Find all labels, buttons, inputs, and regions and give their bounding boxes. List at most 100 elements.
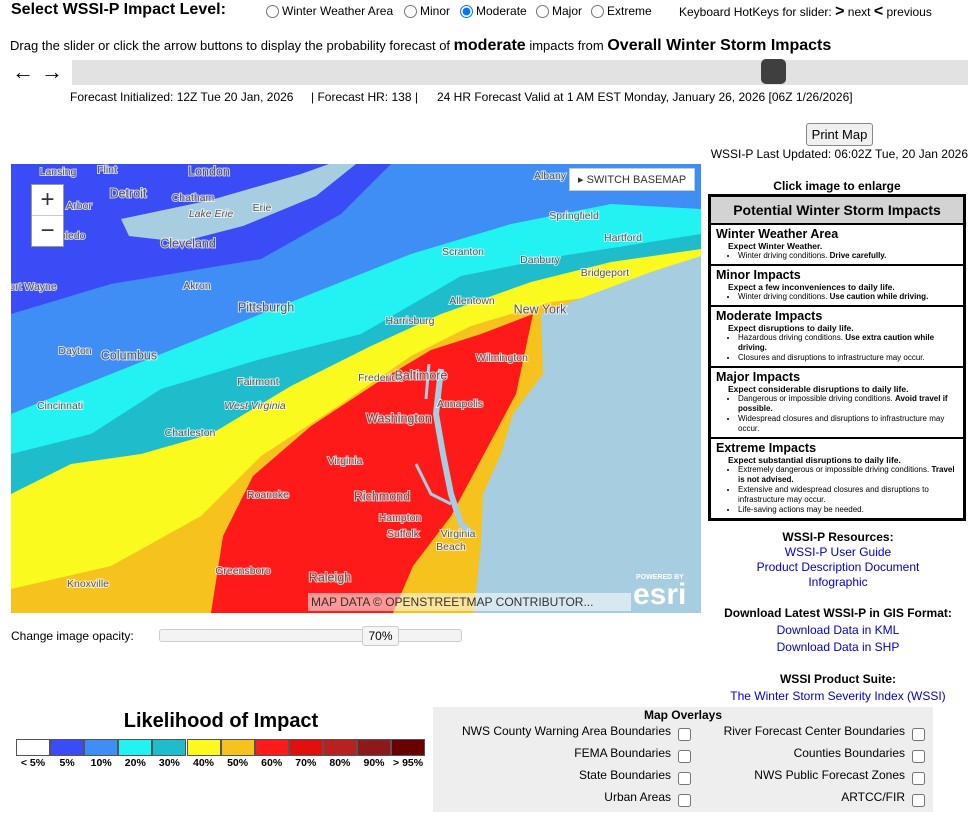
- impact-bullet: Winter driving conditions. Drive careful…: [738, 251, 958, 261]
- overlay-checkbox[interactable]: [678, 750, 691, 763]
- instruction-text: impacts from: [529, 38, 604, 53]
- impact-bullets: Winter driving conditions. Use caution w…: [716, 292, 958, 302]
- gis-link[interactable]: Download Data in SHP: [776, 640, 900, 654]
- map-image[interactable]: Lansing Flint London Detroit Chatham Arbor Lak…: [11, 164, 701, 613]
- impacts-box: Potential Winter Storm Impacts Winter Wea…: [708, 194, 966, 521]
- impact-subtitle: Expect considerable disruptions to daily…: [728, 384, 909, 394]
- arrow-back[interactable]: ←: [12, 59, 34, 84]
- legend-swatch: [16, 739, 50, 756]
- page-title: Select WSSI-P Impact Level:: [11, 1, 226, 18]
- switch-basemap[interactable]: ▸ SWITCH BASEMAP: [569, 168, 696, 191]
- print-button[interactable]: Print Map: [806, 123, 873, 146]
- impact-option[interactable]: Extreme: [591, 4, 652, 18]
- map-label: Detroit: [110, 186, 147, 200]
- map-label: Cleveland: [160, 236, 216, 250]
- impact-option[interactable]: Minor: [404, 4, 450, 18]
- slider-thumb[interactable]: [761, 59, 786, 84]
- overlay-checkbox[interactable]: [678, 794, 691, 807]
- map-label: Chatham: [172, 192, 215, 204]
- zoom-out[interactable]: −: [40, 217, 55, 244]
- impact-radio[interactable]: [591, 4, 604, 18]
- overlay-label: NWS Public Forecast Zones: [754, 768, 905, 782]
- gis-link[interactable]: Download Data in KML: [776, 623, 900, 637]
- bullet-text: Winter driving conditions.: [738, 251, 828, 260]
- legend-label: 5%: [59, 757, 75, 769]
- impact-heading: Major Impacts: [716, 370, 801, 384]
- hotkey: <: [873, 3, 884, 20]
- overlay-checkbox[interactable]: [912, 728, 925, 741]
- impact-section: Extreme Impacts Expect substantial disrup…: [711, 437, 963, 518]
- legend-label: 50%: [227, 757, 249, 769]
- overlay-checkbox[interactable]: [678, 772, 691, 785]
- overlay-checkbox[interactable]: [678, 728, 691, 741]
- map[interactable]: Lansing Flint London Detroit Chatham Arbor Lak…: [11, 164, 701, 613]
- time-slider: [72, 60, 968, 85]
- impact-option[interactable]: Winter Weather Area: [266, 4, 393, 18]
- overlay-label: State Boundaries: [578, 768, 671, 782]
- bullet-text: Extensive and widespread closures and di…: [738, 485, 929, 504]
- legend-label: 40%: [192, 757, 214, 769]
- impact-bullets: Hazardous driving conditions. Use extra …: [716, 333, 958, 363]
- map-label: Washington: [366, 411, 432, 425]
- bay: [432, 368, 475, 537]
- impact-radio[interactable]: [404, 4, 417, 18]
- map-label: Lake Erie: [189, 208, 234, 220]
- arrow-forward[interactable]: →: [41, 59, 63, 84]
- overlays-title: Map Overlays: [643, 708, 723, 722]
- legend-label: 10%: [90, 757, 112, 769]
- bullet-text: Life-saving actions may be needed.: [738, 505, 864, 514]
- legend-label: > 95%: [393, 757, 424, 769]
- opacity-thumb[interactable]: 70%: [362, 626, 399, 646]
- legend-swatch: [186, 739, 221, 756]
- legend-title: Likelihood of Impact: [123, 710, 319, 732]
- logo-powered: POWERED BY: [636, 574, 684, 581]
- overlay-checkbox[interactable]: [912, 750, 925, 763]
- resource-link[interactable]: Infographic: [808, 575, 868, 589]
- bullet-text: Extremely dangerous or impossible drivin…: [738, 465, 930, 474]
- zoom-control: + −: [31, 184, 64, 247]
- map-label: ort Wayne: [11, 281, 57, 293]
- legend-swatch: [322, 739, 357, 756]
- overlay-checkbox[interactable]: [912, 794, 925, 807]
- overlay-label: FEMA Boundaries: [574, 746, 671, 760]
- impact-bullet: Extensive and widespread closures and di…: [738, 485, 958, 505]
- zoom-in[interactable]: +: [32, 185, 63, 216]
- resource-link[interactable]: WSSI-P User Guide: [784, 545, 892, 559]
- impact-option-label: Extreme: [607, 4, 652, 18]
- map-label: Allentown: [449, 295, 495, 307]
- hotkey-text: previous: [886, 5, 932, 19]
- impact-radio[interactable]: [460, 4, 473, 18]
- overlay-checkbox[interactable]: [912, 772, 925, 785]
- suite-link[interactable]: The Winter Storm Severity Index (WSSI): [730, 689, 946, 703]
- map-label: Charleston: [165, 427, 216, 439]
- hotkey: >: [835, 3, 845, 20]
- map-label: Cincinnati: [37, 400, 83, 412]
- attribution: MAP DATA © OPENSTREETMAP CONTRIBUTOR...: [308, 593, 631, 611]
- impact-radio[interactable]: [536, 4, 549, 18]
- click-note: Click image to enlarge: [773, 179, 901, 193]
- overlay-label: Counties Boundaries: [793, 746, 905, 760]
- legend-label: 70%: [295, 757, 317, 769]
- map-label: Lansing: [40, 166, 77, 178]
- map-label: Raleigh: [309, 570, 351, 584]
- impact-heading: Minor Impacts: [716, 268, 801, 282]
- overlay-label: River Forecast Center Boundaries: [723, 724, 905, 738]
- map-label: New York: [514, 302, 568, 316]
- map-label: Pittsburgh: [238, 300, 294, 314]
- resource-link[interactable]: Product Description Document: [756, 560, 920, 574]
- forecast-info: | Forecast HR: 138 |: [311, 90, 418, 104]
- impact-radio[interactable]: [266, 4, 279, 18]
- legend-label: 80%: [329, 757, 351, 769]
- bullet-strong: Use extra caution while driving.: [738, 333, 935, 352]
- map-label: Greensboro: [215, 565, 271, 577]
- map-label: Erie: [253, 202, 272, 214]
- impact-option[interactable]: Moderate: [460, 4, 527, 18]
- map-label: West Virginia: [224, 400, 286, 412]
- instruction-text: Drag the slider or click the arrow butto…: [10, 38, 451, 53]
- impact-subtitle: Expect substantial disruptions to daily …: [728, 455, 901, 465]
- bullet-strong: Drive carefully.: [829, 251, 887, 260]
- impact-option[interactable]: Major: [536, 4, 582, 18]
- last-updated: WSSI-P Last Updated: 06:02Z Tue, 20 Jan …: [710, 147, 968, 161]
- map-label: Baltimore: [395, 368, 448, 382]
- map-label: Knoxville: [67, 578, 109, 590]
